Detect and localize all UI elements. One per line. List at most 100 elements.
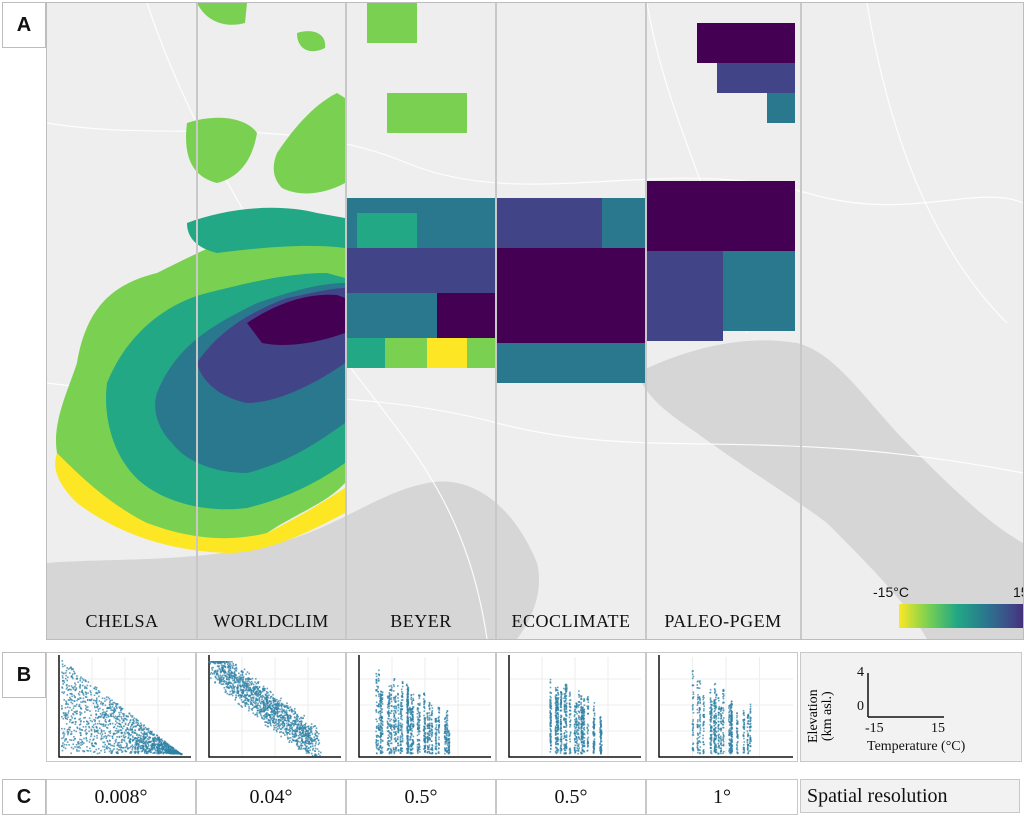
scatter-beyer-point — [445, 747, 448, 750]
scatter-chelsa-point — [99, 727, 101, 729]
scatter-beyer-point — [438, 732, 440, 734]
scatter-worldclim-point — [263, 689, 266, 692]
scatter-beyer-point — [379, 699, 382, 702]
scatter-chelsa-point — [67, 712, 70, 714]
scatter-chelsa-point — [138, 740, 141, 743]
scatter-worldclim-point — [231, 677, 234, 680]
scatter-worldclim-point — [232, 662, 234, 665]
scatter-ecoclimate-point — [557, 701, 559, 704]
scatter-chelsa-point — [151, 730, 153, 733]
scatter-beyer-point — [399, 752, 402, 754]
scatter-beyer-point — [393, 731, 395, 733]
scatter-ecoclimate-point — [564, 694, 567, 697]
scatter-chelsa-point — [149, 751, 152, 754]
scatter-worldclim-point — [298, 734, 300, 737]
scatter-chelsa-point — [69, 739, 71, 741]
scatter-worldclim-point — [245, 686, 248, 689]
scatter-worldclim-point — [217, 674, 220, 677]
scatter-chelsa-point — [111, 709, 114, 711]
scatter-worldclim-point — [261, 696, 264, 699]
scatter-ecoclimate-point — [556, 748, 559, 750]
scatter-beyer-point — [390, 710, 393, 712]
scatter-ecoclimate-point — [576, 703, 578, 705]
scatter-chelsa-point — [159, 751, 162, 754]
scatter-ecoclimate-point — [554, 687, 557, 689]
scatter-beyer-point — [378, 710, 380, 713]
scatter-chelsa-point — [82, 692, 85, 695]
scatter-ecoclimate-point — [573, 715, 576, 718]
scatter-beyer-point — [379, 703, 382, 706]
scatter-worldclim-point — [289, 730, 291, 733]
scatter-beyer-point — [406, 732, 409, 734]
scatter-beyer-point — [391, 751, 393, 753]
scatter-beyer-point — [435, 724, 438, 726]
scatter-worldclim-point — [231, 672, 233, 675]
scatter-chelsa-point — [72, 707, 75, 710]
scatter-beyer-point — [387, 697, 389, 699]
scatter-ecoclimate-point — [582, 711, 585, 713]
scatter-chelsa-point — [157, 737, 160, 739]
scatter-chelsa-point — [149, 748, 152, 750]
scatter-beyer-point — [401, 682, 404, 684]
scatter-chelsa-point — [79, 707, 82, 709]
scatter-beyer-point — [375, 672, 377, 675]
scatter-worldclim-point — [262, 699, 265, 702]
scatter-chelsa-point — [78, 691, 81, 693]
scatter-beyer-point — [447, 742, 450, 744]
scatter-chelsa-point — [130, 745, 132, 748]
scatter-beyer-point — [418, 720, 420, 722]
scatter-beyer-point — [397, 749, 399, 752]
scatter-worldclim-point — [237, 681, 240, 684]
scatter-beyer-point — [424, 717, 426, 719]
scatter-chelsa-point — [112, 713, 115, 715]
scatter-beyer-point — [387, 742, 389, 745]
scatter-beyer-point — [397, 727, 400, 730]
scatter-chelsa-point — [81, 677, 84, 680]
scatter-chelsa-point — [72, 677, 74, 680]
scatter-beyer-point — [377, 744, 379, 746]
scatter-ecoclimate-point — [554, 726, 557, 728]
scatter-worldclim-point — [266, 687, 269, 690]
scatter-chelsa-point — [98, 700, 101, 702]
scatter-beyer-point — [379, 697, 381, 699]
scatter-chelsa-point — [120, 744, 122, 746]
scatter-ecoclimate-point — [560, 740, 563, 743]
scatter-chelsa-point — [120, 749, 123, 751]
scatter-worldclim-point — [309, 731, 312, 733]
scatter-chelsa-point — [84, 685, 86, 688]
scatter-chelsa-point — [142, 742, 145, 744]
scatter-chelsa-point — [109, 743, 112, 745]
scatter-beyer-point — [393, 679, 395, 682]
scatter-worldclim-point — [248, 678, 250, 680]
scatter-ecoclimate-point — [565, 706, 568, 709]
scatter-ecoclimate-point — [564, 687, 567, 690]
scatter-worldclim-point — [263, 687, 266, 690]
scatter-ecoclimate-point — [587, 708, 590, 710]
scatter-chelsa-point — [129, 734, 132, 737]
scatter-worldclim-point — [211, 661, 213, 663]
scatter-ecoclimate-point — [574, 727, 577, 729]
scatter-worldclim-point — [268, 694, 270, 696]
scatter-chelsa-point — [136, 746, 139, 749]
scatter-beyer-point — [395, 695, 397, 697]
scatter-beyer-point — [387, 734, 390, 737]
scatter-ecoclimate-point — [560, 741, 563, 744]
scatter-chelsa-point — [170, 751, 172, 754]
scatter-worldclim-point — [283, 704, 286, 707]
scatter-chelsa-point — [78, 703, 81, 706]
scatter-chelsa-point — [71, 675, 73, 677]
scatter-beyer-point — [417, 739, 420, 741]
scatter-ecoclimate-point — [549, 678, 552, 681]
scatter-worldclim-point — [263, 710, 266, 713]
scatter-beyer-point — [411, 717, 414, 719]
scatter-beyer-point — [393, 738, 396, 740]
scatter-chelsa-point — [116, 736, 118, 738]
scatter-chelsa-point — [125, 714, 128, 717]
scatter-ecoclimate-point — [555, 730, 558, 733]
scatter-chelsa-point — [127, 737, 129, 739]
scatter-chelsa-point — [76, 748, 78, 751]
scatter-chelsa-point — [100, 723, 103, 726]
scatter-chelsa-point — [109, 723, 112, 725]
scatter-worldclim-point — [226, 692, 229, 695]
scatter-worldclim-point — [269, 715, 272, 717]
